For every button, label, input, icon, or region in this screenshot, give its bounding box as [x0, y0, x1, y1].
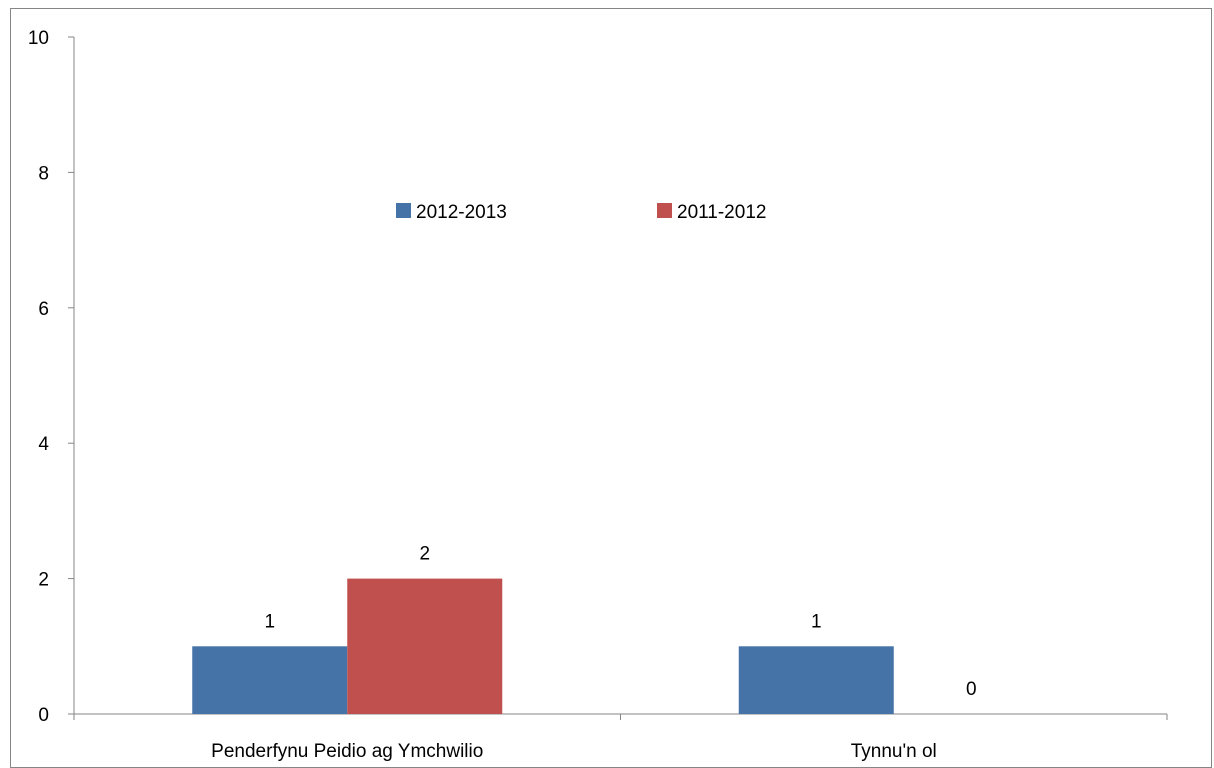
y-tick-label: 10	[28, 28, 49, 49]
bar	[192, 646, 348, 714]
data-label: 2	[419, 544, 430, 565]
y-tick-label: 2	[38, 570, 49, 591]
data-label: 0	[966, 679, 977, 700]
legend-label: 2011-2012	[677, 202, 766, 223]
y-tick-label: 0	[38, 705, 49, 726]
data-label: 1	[264, 611, 275, 632]
legend-swatch	[396, 203, 411, 218]
bar	[738, 646, 894, 714]
y-axis: 0 2 4 6 8 10	[28, 28, 75, 726]
chart-frame	[10, 8, 1212, 768]
y-tick-label: 8	[38, 163, 49, 184]
data-label: 1	[811, 611, 822, 632]
bars	[192, 578, 894, 714]
x-axis: Penderfynu Peidio ag Ymchwilio Tynnu'n ol	[73, 713, 1168, 762]
legend: 2012-2013 2011-2012	[396, 202, 766, 223]
y-tick-label: 4	[38, 434, 49, 455]
legend-label: 2012-2013	[416, 202, 507, 223]
bar	[347, 578, 503, 714]
x-category-label: Penderfynu Peidio ag Ymchwilio	[211, 741, 483, 762]
y-tick-label: 6	[38, 299, 49, 320]
x-category-label: Tynnu'n ol	[851, 741, 937, 762]
data-labels: 1 2 1 0	[264, 544, 976, 700]
legend-swatch	[657, 203, 672, 218]
